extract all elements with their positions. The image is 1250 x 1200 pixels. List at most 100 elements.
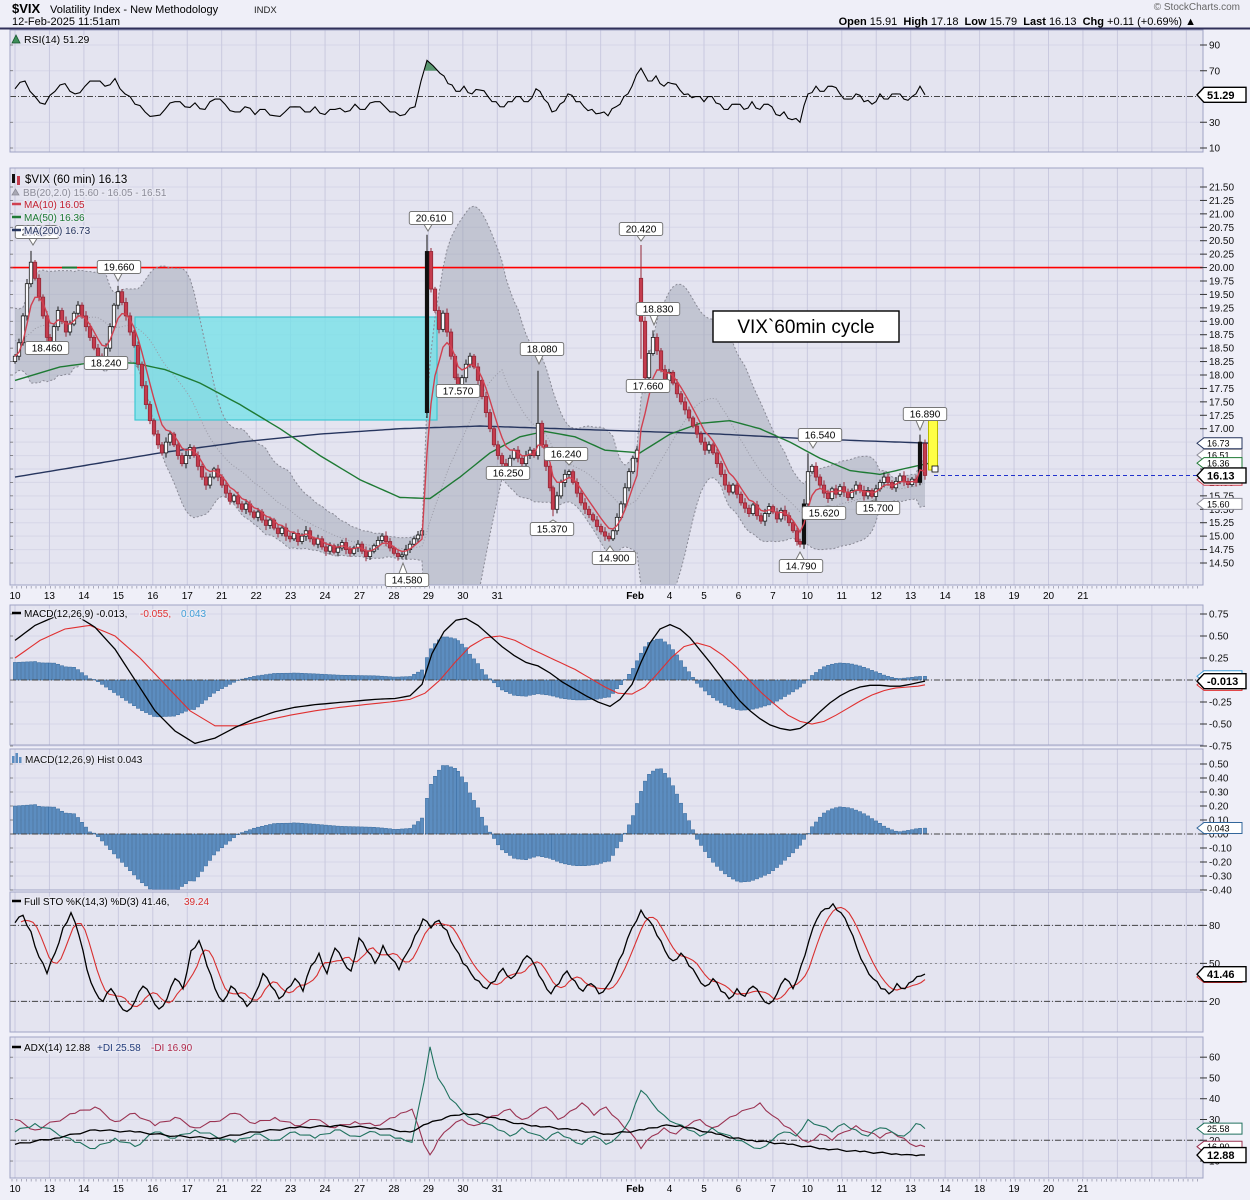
price-callout-text: 14.580: [392, 576, 423, 587]
price-callout: [83, 356, 129, 370]
x-axis-label: 15: [113, 1184, 125, 1195]
y-axis-label: 0.30: [1209, 788, 1229, 799]
axis-value-tag-text: 16.13: [1207, 470, 1235, 482]
chart-panels: 9070301051.2914.5014.7515.0015.2515.5015…: [9, 29, 1247, 1195]
price-callout-text: 16.240: [551, 450, 582, 461]
cycle-annotation-rect[interactable]: [712, 310, 900, 343]
y-axis-label: 20: [1209, 997, 1221, 1008]
rsi-legend: RSI(14) 51.29: [24, 34, 90, 46]
x-axis-label: 20: [1043, 591, 1055, 602]
price-callout-text: 14.790: [786, 562, 817, 573]
price-callout: [96, 260, 142, 274]
y-axis-label: 0.40: [1209, 774, 1229, 785]
price-callout: [384, 573, 430, 587]
price-callout: [485, 466, 531, 480]
price-callout: [801, 506, 847, 520]
cycle-annotation-text: VIX`60min cycle: [737, 317, 874, 338]
x-axis-label: 21: [216, 591, 228, 602]
y-axis-label: 0.10: [1209, 816, 1229, 827]
chart-header: $VIX Volatility Index - New Methodology …: [0, 1, 1250, 30]
y-axis-label: 17.50: [1209, 397, 1234, 408]
y-axis-label: 15.00: [1209, 532, 1234, 543]
axis-value-tag: [1196, 86, 1247, 104]
price-callout-text: 16.250: [493, 469, 524, 480]
y-axis-label: 15.50: [1209, 505, 1234, 516]
axis-value-tag: [1196, 821, 1243, 834]
y-axis-label: 70: [1209, 66, 1221, 77]
x-axis-label: 30: [457, 1184, 469, 1195]
rsi-overbought-fill: [425, 60, 437, 71]
x-axis-label: 13: [44, 1184, 56, 1195]
x-axis-label: 27: [354, 591, 366, 602]
annotation-handle[interactable]: [931, 465, 939, 473]
price-callout-text: 16.890: [910, 410, 941, 421]
macd-legend: MACD(12,26,9) -0.013,: [24, 609, 127, 620]
cyan-highlight-annotation[interactable]: [134, 316, 438, 421]
y-axis-label: -0.40: [1209, 886, 1232, 897]
price-callout: [635, 302, 681, 316]
y-axis-label: 0.25: [1209, 654, 1229, 665]
y-axis-label: 20.25: [1209, 250, 1234, 261]
price-callout-text: 20.420: [626, 225, 657, 236]
y-axis-label: 21.25: [1209, 196, 1234, 207]
y-axis-label: -0.25: [1209, 698, 1232, 709]
exchange-label: INDX: [254, 5, 277, 16]
x-axis-label: 29: [423, 591, 435, 602]
y-axis-label: 30: [1209, 1115, 1221, 1126]
y-axis-label: 19.25: [1209, 303, 1234, 314]
ma10-legend: MA(10) 16.05: [24, 200, 85, 211]
x-axis-label: 10: [802, 1184, 814, 1195]
x-axis-label: 24: [319, 1184, 331, 1195]
x-axis-label: 4: [667, 591, 673, 602]
quote-line: Open 15.91 High 17.18 Low 15.79 Last 16.…: [839, 16, 1196, 28]
hist-legend: MACD(12,26,9) Hist 0.043: [25, 755, 143, 766]
y-axis-label: 15.25: [1209, 518, 1234, 529]
x-axis-label: 21: [216, 1184, 228, 1195]
axis-value-tag-text: 15.60: [1207, 499, 1230, 509]
y-axis-label: -0.50: [1209, 720, 1232, 731]
y-axis-label: 21.50: [1209, 182, 1234, 193]
axis-value-tag-text: 0.043: [1207, 823, 1230, 833]
x-axis-label: 23: [285, 591, 297, 602]
axis-value-tag-text: 25.58: [1207, 1124, 1230, 1134]
y-axis-label: 19.50: [1209, 290, 1234, 301]
x-axis-label: 18: [974, 591, 986, 602]
x-axis-label: 10: [9, 591, 21, 602]
y-axis-label: 10: [1209, 144, 1221, 155]
price-callouts: 20.310 18.460 18.240 19.660 20.610 20.420 18.8…: [14, 211, 948, 587]
chart-title: Volatility Index - New Methodology: [50, 4, 219, 16]
price-callout: [618, 222, 664, 236]
x-axis-label: 17: [182, 591, 194, 602]
y-axis-label: 19.00: [1209, 317, 1234, 328]
x-axis-label: 24: [319, 591, 331, 602]
price-callout: [797, 428, 843, 442]
y-axis-label: -0.10: [1209, 844, 1232, 855]
y-axis-label: 14.50: [1209, 558, 1234, 569]
rsi-panel: 90 70 30 10 51.29: [9, 29, 1247, 155]
x-axis-label: 16: [147, 1184, 159, 1195]
bb-legend: BB(20,2.0) 15.60 - 16.05 - 16.51: [23, 188, 167, 199]
y-axis-label: -0.20: [1209, 858, 1232, 869]
axis-value-tag-text: 16.36: [1207, 459, 1230, 469]
y-axis-label: 20.75: [1209, 223, 1234, 234]
y-axis-label: 14.75: [1209, 545, 1234, 556]
x-axis-label: 30: [457, 591, 469, 602]
y-axis-label: 18.25: [1209, 357, 1234, 368]
axis-value-tag-text: 16.51: [1207, 451, 1230, 461]
cycle-annotation-box[interactable]: VIX`60min cycle: [712, 310, 900, 343]
price-callout: [855, 501, 901, 515]
price-callout-text: 15.620: [809, 509, 840, 520]
axis-value-tag: [1196, 1122, 1243, 1135]
y-axis-label: 20.50: [1209, 236, 1234, 247]
x-axis-label: Feb: [626, 591, 644, 602]
y-axis-label: 18.00: [1209, 370, 1234, 381]
price-callout: [529, 522, 575, 536]
x-axis-label: 14: [940, 1184, 952, 1195]
price-callout: [519, 342, 565, 356]
adx-panel: 60504030201025.5816.9012.88: [9, 1036, 1247, 1179]
axis-value-tag-text: 41.46: [1207, 969, 1235, 981]
x-axis-label: 31: [492, 1184, 504, 1195]
price-callout-text: 17.570: [443, 387, 474, 398]
x-axis-label: 7: [770, 591, 776, 602]
